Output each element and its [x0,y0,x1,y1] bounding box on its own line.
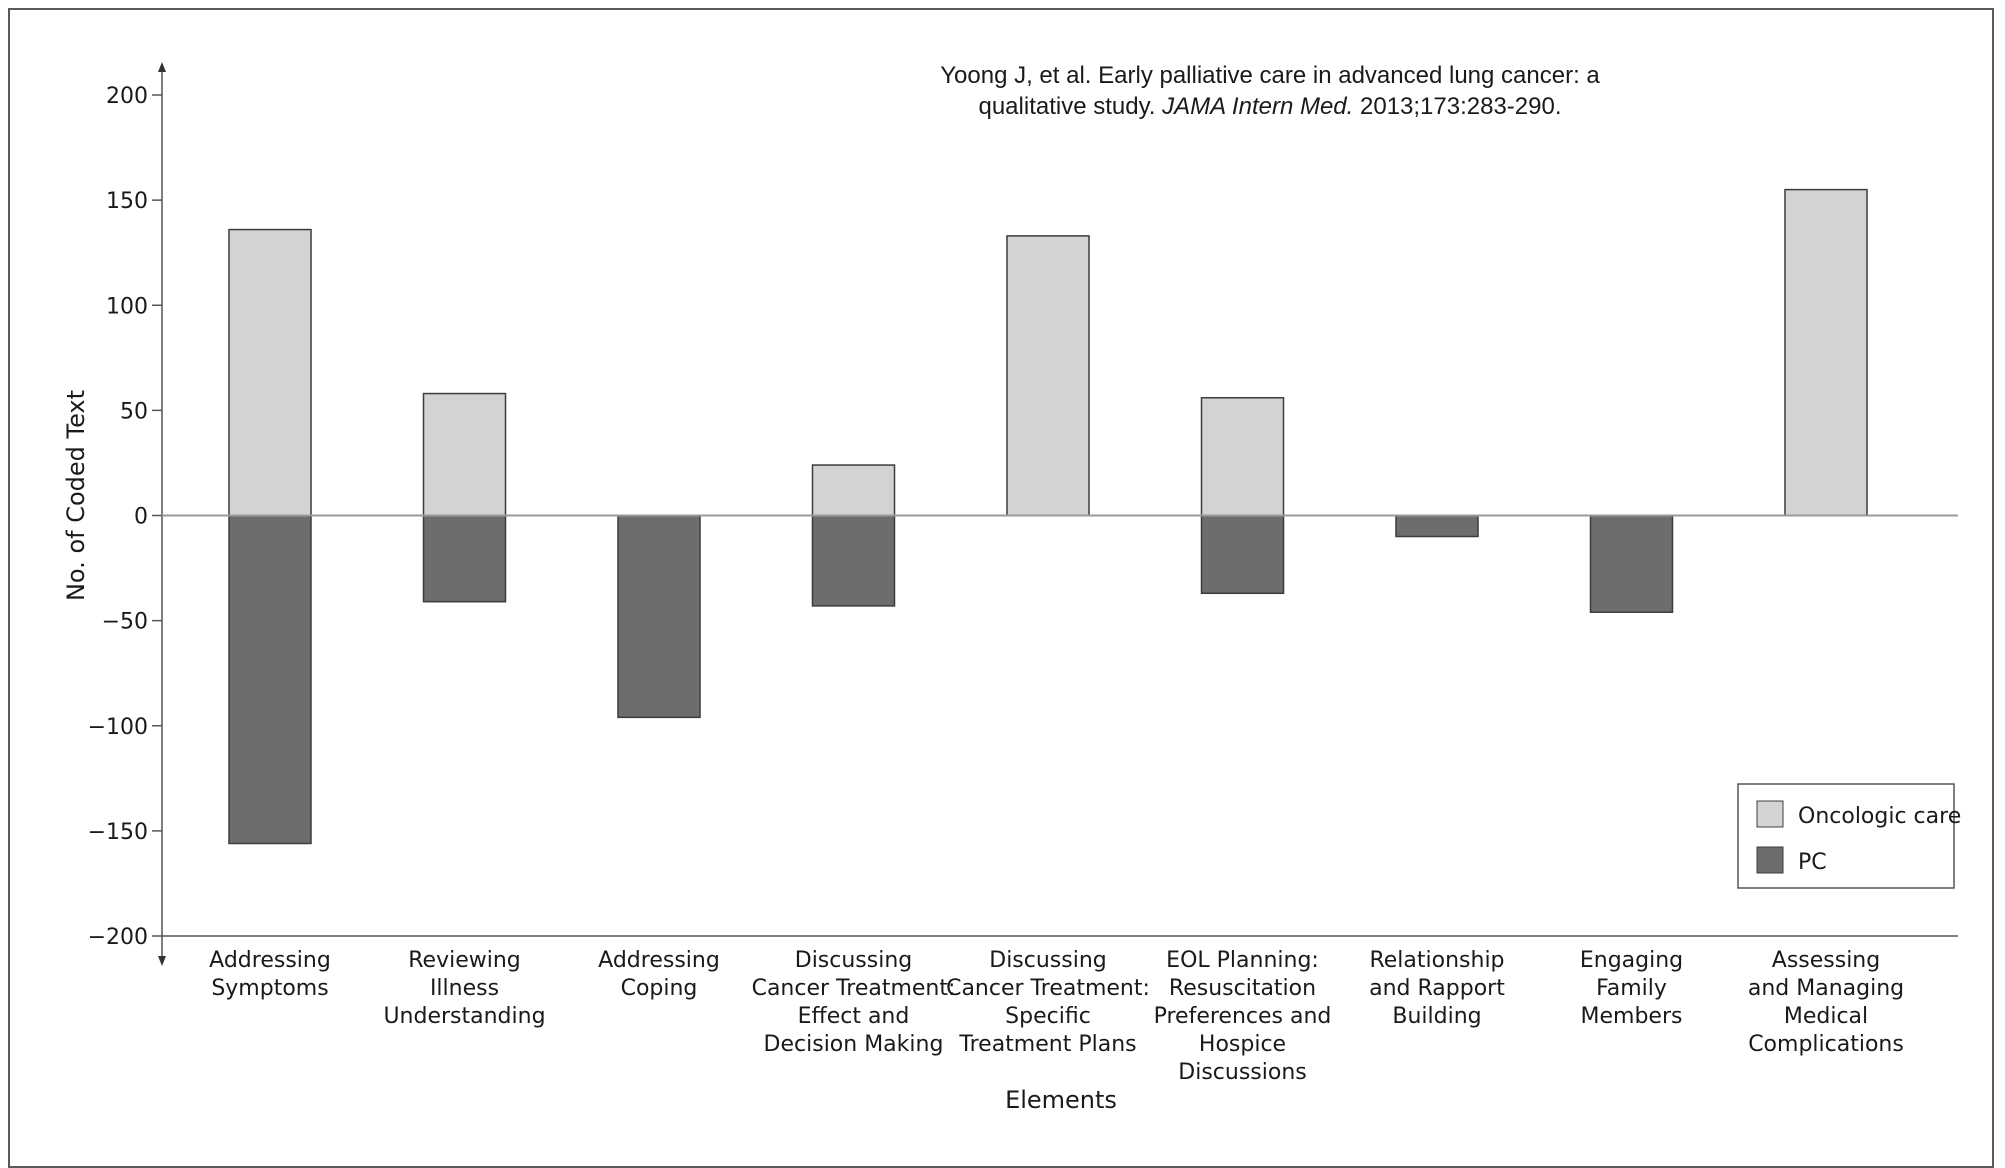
citation: Yoong J, et al. Early palliative care in… [820,60,1720,122]
y-tick-label: 150 [106,189,148,214]
y-tick-label: −200 [88,925,148,950]
legend-label: PC [1798,850,1827,875]
citation-line-1: Yoong J, et al. Early palliative care in… [940,62,1600,89]
oncologic-care-bar [1784,188,1868,517]
x-category-label: Medical [1784,1004,1868,1029]
x-axis: Addressing Symptoms Reviewing Illness Unders… [162,935,1958,1114]
pc-bar [422,514,507,603]
y-tick-label: 0 [134,505,148,530]
y-tick-label: −150 [88,820,148,845]
legend-label: Oncologic care [1798,804,1961,829]
oncologic-care-bar [422,392,507,517]
x-category-label: Symptoms [211,976,328,1001]
pc-bar [1589,514,1674,613]
x-category-label: Relationship [1369,948,1504,973]
x-category-label: Decision Making [764,1032,944,1057]
pc-bar [811,514,896,607]
y-axis-arrow-up [158,62,166,72]
y-tick-label: 200 [106,84,148,109]
legend: Oncologic care PC [1737,783,1961,889]
x-category-label: Preferences and [1154,1004,1332,1029]
citation-prefix: qualitative study. [978,93,1163,120]
oncologic-care-bar [228,228,312,517]
y-axis-arrow-down [158,956,166,966]
x-category-label: Cancer Treatment: [752,976,956,1001]
x-category-label: Treatment Plans [958,1032,1136,1057]
legend-swatch [1756,800,1784,828]
y-axis: 200 150 100 50 0 −50 −100 −150 −200 No. of Coded … [62,62,166,966]
pc-bar [1395,514,1479,538]
x-category-label: Discussing [795,948,913,973]
citation-line-2: qualitative study. JAMA Intern Med. 2013… [820,91,1720,122]
x-axis-title: Elements [1005,1086,1117,1114]
x-category-label: Discussions [1178,1060,1306,1085]
pc-bar [1200,514,1285,595]
citation-suffix: 2013;173:283-290. [1353,93,1562,120]
x-category-label: Specific [1005,1004,1091,1029]
x-category-label: Complications [1748,1032,1904,1057]
x-category-label: Building [1392,1004,1481,1029]
oncologic-care-bar [1006,235,1090,517]
x-category-label: Illness [430,976,499,1001]
pc-bar [228,514,312,845]
y-axis-title: No. of Coded Text [62,390,90,601]
x-category-label: Engaging [1580,948,1683,973]
x-category-label: and Rapport [1369,976,1505,1001]
x-category-label: Addressing [209,948,331,973]
x-category-label: and Managing [1748,976,1904,1001]
x-category-label: Assessing [1772,948,1880,973]
x-category-label: Cancer Treatment: [946,976,1150,1001]
y-tick-label: 100 [106,294,148,319]
y-tick-label: 50 [120,399,148,424]
x-category-label: Effect and [798,1004,910,1029]
legend-swatch [1756,846,1784,874]
oncologic-care-bar [1200,397,1285,517]
x-category-label: EOL Planning: [1166,948,1319,973]
x-category-label: Discussing [989,948,1107,973]
x-category-label: Family [1596,976,1667,1001]
x-category-label: Understanding [383,1004,545,1029]
x-category-label: Reviewing [408,948,521,973]
x-category-label: Resuscitation [1169,976,1316,1001]
oncologic-care-bar [811,464,896,517]
y-tick-label: −50 [102,610,148,635]
pc-bar [617,514,701,719]
x-category-label: Coping [621,976,698,1001]
y-tick-label: −100 [88,715,148,740]
x-category-label: Members [1581,1004,1683,1029]
citation-journal: JAMA Intern Med. [1162,93,1354,120]
x-category-label: Hospice [1199,1032,1286,1057]
bars [228,188,1868,845]
x-category-label: Addressing [598,948,720,973]
